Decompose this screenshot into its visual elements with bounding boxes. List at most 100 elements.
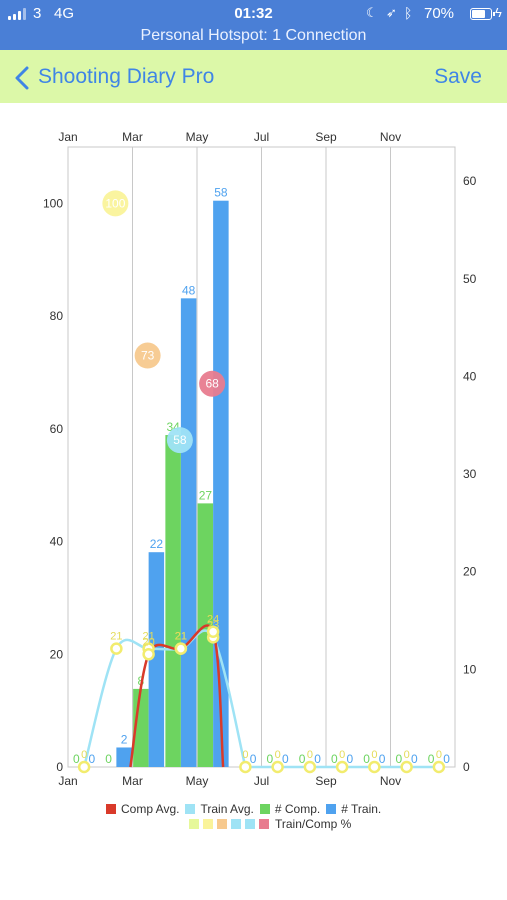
y-right-tick-label: 60: [463, 174, 477, 188]
y-right-tick-label: 0: [463, 760, 470, 774]
legend-swatch: [245, 819, 255, 829]
train-avg-label: 0: [242, 749, 248, 761]
bar-comp-label: 0: [363, 752, 370, 766]
y-right-tick-label: 50: [463, 272, 477, 286]
legend-swatch: [185, 804, 196, 814]
battery-percent: 70%: [424, 5, 455, 22]
y-right-tick-label: 10: [463, 662, 477, 676]
bar-train-label: 0: [443, 752, 450, 766]
bar-train-label: 48: [182, 283, 196, 297]
y-left-tick-label: 40: [50, 535, 64, 549]
legend-label: # Comp.: [274, 802, 321, 816]
legend-swatch: [203, 819, 213, 829]
network-label: 4G: [54, 5, 75, 22]
bar-train-label: 0: [89, 752, 96, 766]
bar-train-label: 0: [347, 752, 354, 766]
train-avg-label: 0: [371, 749, 377, 761]
legend-label: Train/Comp %: [275, 817, 352, 831]
train-avg-label: 21: [175, 631, 187, 643]
legend-swatch: [217, 819, 227, 829]
bar-train-label: 0: [379, 752, 386, 766]
bar-comp-label: 0: [299, 752, 306, 766]
bar-train: [213, 200, 229, 767]
train-avg-point: [432, 760, 446, 774]
bar-comp-label: 0: [428, 752, 435, 766]
bar-train: [180, 298, 197, 767]
legend-label: Train Avg.: [200, 802, 254, 816]
train-avg-point: [335, 760, 349, 774]
carrier-label: 3: [33, 5, 42, 22]
bar-comp-label: 0: [105, 752, 112, 766]
train-avg-point: [77, 760, 91, 774]
x-tick-label-top: Sep: [315, 130, 337, 144]
legend-swatch: [259, 819, 269, 829]
x-tick-label-bottom: May: [186, 774, 209, 788]
bar-train: [148, 552, 165, 767]
bar-train-label: 58: [214, 186, 228, 200]
x-tick-label-top: Jan: [58, 130, 77, 144]
train-avg-point: [110, 642, 123, 655]
y-left-tick-label: 0: [56, 760, 63, 774]
bar-comp-label: 0: [73, 752, 80, 766]
legend-item: Comp Avg.: [106, 802, 179, 816]
y-left-tick-label: 60: [50, 422, 64, 436]
train-avg-label: 0: [307, 749, 313, 761]
save-button[interactable]: Save: [434, 65, 482, 88]
ratio-bubble: [102, 190, 129, 217]
bar-comp: [197, 503, 214, 767]
x-tick-label-top: May: [186, 130, 209, 144]
train-avg-point: [271, 760, 284, 774]
legend-item: # Comp.: [259, 802, 321, 816]
moon-icon: ☾: [366, 5, 378, 20]
legend-swatch: [189, 819, 199, 829]
train-avg-label: 0: [339, 749, 345, 761]
comp-avg-label: 24: [207, 614, 219, 626]
legend-swatch: [106, 804, 116, 814]
bar-train-label: 2: [121, 732, 128, 746]
clock: 01:32: [234, 5, 273, 22]
y-left-tick-label: 20: [50, 647, 64, 661]
hotspot-banner[interactable]: Personal Hotspot: 1 Connection: [140, 27, 367, 44]
legend-swatch: [259, 804, 270, 814]
x-tick-label-bottom: Jul: [254, 774, 269, 788]
bar-comp-label: 0: [267, 752, 274, 766]
legend-swatch: [231, 819, 241, 829]
bar-comp-label: 0: [331, 752, 338, 766]
bar-comp: [165, 435, 181, 767]
comp-avg-point: [174, 642, 188, 655]
x-tick-label-top: Mar: [122, 130, 143, 144]
bar-train-label: 0: [411, 752, 418, 766]
status-bar: 3 4G 01:32 ☾ ➶ ᛒ 70% ϟ Personal Hotspot:…: [0, 0, 507, 50]
comp-avg-point: [142, 648, 155, 661]
x-tick-label-top: Nov: [380, 130, 401, 144]
bar-train-label: 0: [250, 752, 257, 766]
train-avg-point: [368, 760, 381, 774]
x-tick-label-bottom: Jan: [58, 774, 77, 788]
ratio-bubble: [199, 370, 226, 397]
ratio-bubble-label: 68: [205, 377, 219, 391]
ratio-bubble: [166, 427, 193, 454]
bluetooth-icon: ᛒ: [404, 5, 413, 21]
comp-avg-label: 20: [143, 636, 155, 648]
ratio-bubble-label: 58: [173, 433, 187, 447]
location-icon: ➶: [386, 5, 397, 20]
ratio-bubble: [134, 342, 161, 369]
train-avg-label: 21: [143, 631, 155, 643]
train-avg-label: 0: [404, 749, 410, 761]
train-avg-line: [82, 629, 247, 768]
train-avg-label: 0: [275, 749, 281, 761]
shooting-chart: JanJanMarMarMayMayJulJulSepSepNovNov0204…: [43, 130, 477, 788]
train-avg-label: 0: [81, 749, 87, 761]
ratio-bubble-label: 100: [105, 196, 125, 210]
y-left-tick-label: 100: [43, 196, 63, 210]
bar-comp-label: 0: [396, 752, 403, 766]
bar-train: [116, 747, 132, 767]
train-avg-point: [239, 760, 252, 774]
chevron-left-icon: [15, 66, 29, 90]
bar-comp-label: 27: [199, 488, 213, 502]
bar-train-label: 22: [150, 537, 164, 551]
legend-item: # Train.: [326, 802, 381, 816]
battery-icon: [470, 8, 495, 20]
charging-icon: ϟ: [495, 5, 502, 20]
legend-label: # Train.: [341, 802, 382, 816]
